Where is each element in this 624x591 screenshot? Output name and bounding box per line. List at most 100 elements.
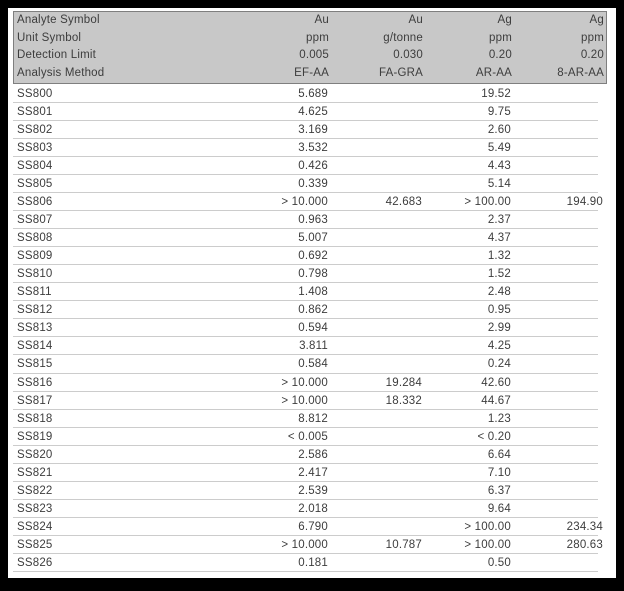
table-row: SS814 3.811 4.25	[13, 337, 607, 356]
sample-id: SS817	[17, 394, 53, 407]
sample-id: SS823	[17, 502, 53, 515]
table-row: SS802 3.169 2.60	[13, 121, 607, 140]
table-row: SS817 > 10.000 18.332 44.67	[13, 392, 607, 410]
value-cell: 0.862	[298, 304, 328, 317]
value-cell: 0.24	[487, 358, 511, 371]
value-cell: 2.99	[487, 322, 511, 335]
value-cell: 2.018	[298, 502, 328, 515]
value-cell: < 0.20	[477, 430, 511, 443]
value-cell: 234.34	[566, 520, 603, 533]
value-cell: 0.963	[298, 214, 328, 227]
header-row-label: Analyte Symbol	[17, 14, 100, 26]
value-cell: > 10.000	[281, 394, 328, 407]
value-cell: 7.10	[487, 466, 511, 479]
sample-id: SS821	[17, 466, 53, 479]
header-row: Analysis Method EF-AA FA-GRA AR-AA 8-AR-…	[14, 65, 606, 83]
value-cell: 1.408	[298, 286, 328, 299]
sample-id: SS806	[17, 196, 53, 209]
value-cell: 4.625	[298, 106, 328, 119]
value-cell: 2.48	[487, 286, 511, 299]
value-cell: > 100.00	[464, 196, 511, 209]
sample-id: SS819	[17, 430, 53, 443]
value-cell: 42.60	[481, 376, 511, 389]
table-row: SS816 > 10.000 19.284 42.60	[13, 374, 607, 392]
header-row: Analyte Symbol Au Au Ag Ag	[14, 12, 606, 30]
value-cell: 0.181	[298, 556, 328, 569]
header-value-cell: EF-AA	[294, 67, 329, 80]
value-cell: 6.790	[298, 520, 328, 533]
value-cell: 4.25	[487, 340, 511, 353]
sample-id: SS805	[17, 178, 53, 191]
header-value-cell: 0.030	[393, 49, 423, 62]
value-cell: 0.584	[298, 358, 328, 371]
table-row: SS821 2.417 7.10	[13, 464, 607, 482]
value-cell: 10.787	[385, 538, 422, 551]
value-cell: 44.67	[481, 394, 511, 407]
sample-id: SS808	[17, 232, 53, 245]
header-row: Detection Limit 0.005 0.030 0.20 0.20	[14, 47, 606, 65]
table-row: SS805 0.339 5.14	[13, 175, 607, 194]
value-cell: 0.50	[487, 556, 511, 569]
header-value-cell: 8-AR-AA	[557, 67, 604, 80]
sample-id: SS802	[17, 124, 53, 137]
sample-id: SS811	[17, 286, 52, 299]
sample-id: SS813	[17, 322, 53, 335]
table-row: SS803 3.532 5.49	[13, 139, 607, 158]
sample-id: SS815	[17, 358, 53, 371]
value-cell: 1.52	[487, 268, 511, 281]
header-value-cell: Ag	[589, 14, 604, 26]
header-row-label: Detection Limit	[17, 49, 97, 62]
value-cell: 3.169	[298, 124, 328, 137]
table-row: SS806 > 10.000 42.683 > 100.00 194.90	[13, 193, 607, 212]
table-row: SS820 2.586 6.64	[13, 446, 607, 464]
table-row: SS812 0.862 0.95	[13, 301, 607, 320]
value-cell: 2.539	[298, 484, 328, 497]
table-row: SS822 2.539 6.37	[13, 482, 607, 500]
sample-id: SS822	[17, 484, 53, 497]
value-cell: 18.332	[385, 394, 422, 407]
value-cell: 0.426	[298, 160, 328, 173]
sample-id: SS826	[17, 556, 53, 569]
table-row: SS818 8.812 1.23	[13, 410, 607, 428]
sample-id: SS803	[17, 142, 53, 155]
sample-id: SS825	[17, 538, 53, 551]
sample-id: SS812	[17, 304, 53, 317]
header-value-cell: 0.20	[488, 49, 512, 62]
table-row: SS826 0.181 0.50	[13, 554, 607, 572]
table-body: SS800 5.689 19.52 SS801 4.625 9.75 SS802…	[13, 85, 607, 572]
header-value-cell: g/tonne	[383, 31, 423, 44]
value-cell: > 10.000	[281, 538, 328, 551]
value-cell: 0.95	[487, 304, 511, 317]
table-row: SS823 2.018 9.64	[13, 500, 607, 518]
sample-id: SS804	[17, 160, 53, 173]
table-row: SS807 0.963 2.37	[13, 211, 607, 230]
sample-id: SS818	[17, 412, 53, 425]
header-value-cell: 0.005	[299, 49, 329, 62]
header-row-label: Unit Symbol	[17, 31, 82, 44]
table-row: SS809 0.692 1.32	[13, 247, 607, 266]
sample-id: SS809	[17, 250, 53, 263]
value-cell: 4.37	[487, 232, 511, 245]
header-value-cell: Ag	[497, 14, 512, 26]
header-row: Unit Symbol ppm g/tonne ppm ppm	[14, 30, 606, 48]
value-cell: 9.64	[487, 502, 511, 515]
header-value-cell: FA-GRA	[378, 67, 423, 80]
table-row: SS815 0.584 0.24	[13, 355, 607, 374]
table-row: SS825 > 10.000 10.787 > 100.00 280.63	[13, 536, 607, 554]
value-cell: 5.689	[298, 88, 328, 100]
header-row-label: Analysis Method	[17, 67, 105, 80]
value-cell: 0.692	[298, 250, 328, 263]
value-cell: 42.683	[385, 196, 422, 209]
value-cell: > 10.000	[281, 196, 328, 209]
value-cell: 8.812	[298, 412, 328, 425]
value-cell: 2.60	[487, 124, 511, 137]
header-value-cell: AR-AA	[475, 67, 512, 80]
table-row: SS811 1.408 2.48	[13, 283, 607, 302]
value-cell: 0.594	[298, 322, 328, 335]
table-header: Analyte Symbol Au Au Ag Ag Unit Symbol p…	[13, 11, 607, 84]
value-cell: 6.64	[487, 448, 511, 461]
value-cell: 19.284	[385, 376, 422, 389]
value-cell: 1.23	[487, 412, 511, 425]
sample-id: SS820	[17, 448, 53, 461]
